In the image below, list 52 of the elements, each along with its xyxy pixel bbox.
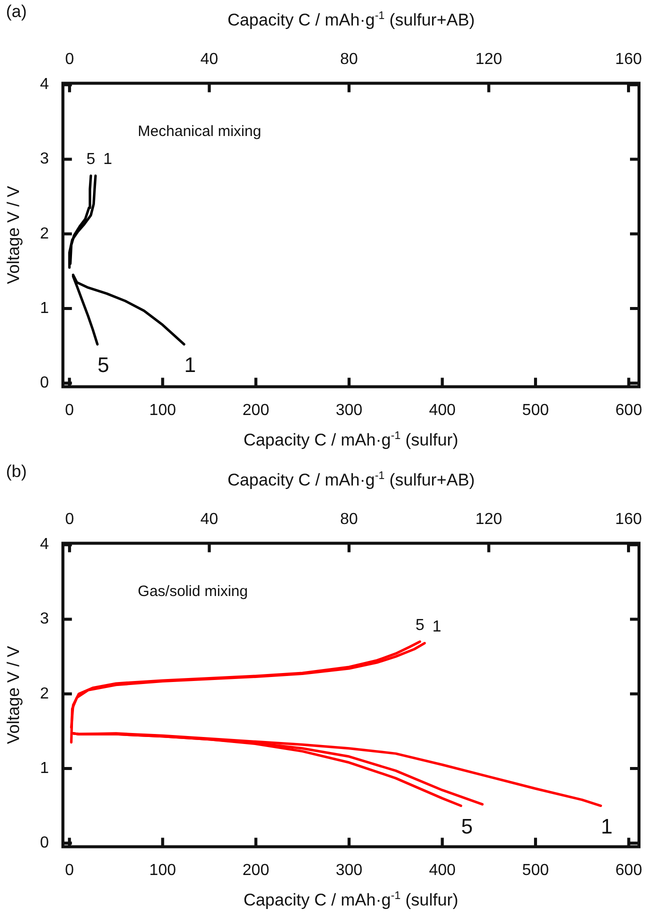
y-tick-label: 0 <box>40 834 49 852</box>
x2-tick-label: 40 <box>200 51 218 68</box>
y-tick-label: 4 <box>40 536 49 554</box>
x-tick-label: 0 <box>64 402 74 419</box>
x-tick-label: 600 <box>615 402 642 419</box>
annotation: Mechanical mixing <box>138 122 262 140</box>
x-tick-label: 500 <box>522 402 549 419</box>
x2-tick-label: 80 <box>340 511 358 528</box>
x-tick-label: 400 <box>428 862 456 879</box>
x-tick-label: 200 <box>242 402 270 419</box>
series-label: 5 <box>98 354 110 378</box>
series-label: 5 <box>461 816 473 839</box>
chart-title: (b) <box>6 462 27 482</box>
chart-title: (a) <box>6 2 27 22</box>
annotation: Gas/solid mixing <box>138 582 248 600</box>
series-label: 1 <box>184 354 196 378</box>
x2-tick-label: 40 <box>200 511 218 528</box>
y-tick-label: 0 <box>40 374 49 392</box>
x2-tick-label: 0 <box>65 51 74 68</box>
y-tick-label: 2 <box>40 225 49 242</box>
series-label: 1 <box>432 618 442 636</box>
y-tick-label: 4 <box>40 76 49 94</box>
x-tick-label: 300 <box>336 402 363 419</box>
y-tick-label: 1 <box>40 760 49 777</box>
y-tick-label: 3 <box>40 610 49 628</box>
x-axis-title: Capacity C / mAh·g$^{-1}$ (sulfur) <box>243 430 458 451</box>
x2-tick-label: 160 <box>615 511 642 528</box>
x2-axis-title: Capacity C / mAh·g$^{-1}$ (sulfur+AB) <box>227 10 475 31</box>
x-tick-label: 0 <box>64 862 74 879</box>
x-tick-label: 300 <box>336 862 363 879</box>
y-tick-label: 1 <box>40 300 49 317</box>
x2-tick-label: 80 <box>340 51 358 68</box>
series-label: 5 <box>415 617 424 634</box>
x-tick-label: 100 <box>149 402 176 419</box>
x-tick-label: 600 <box>615 862 642 879</box>
x2-axis-title: Capacity C / mAh·g$^{-1}$ (sulfur+AB) <box>227 470 475 491</box>
x-axis-title: Capacity C / mAh·g$^{-1}$ (sulfur) <box>243 890 458 911</box>
x2-tick-label: 120 <box>475 511 502 528</box>
y-tick-label: 2 <box>40 685 49 702</box>
series-label: 1 <box>600 816 613 839</box>
y-axis-title: Voltage V / V <box>4 186 24 284</box>
x-tick-label: 200 <box>242 862 270 879</box>
x-tick-label: 100 <box>149 862 176 879</box>
x2-tick-label: 0 <box>65 511 74 528</box>
series-label: 5 <box>86 151 96 168</box>
x2-tick-label: 160 <box>615 51 642 68</box>
series-label: 1 <box>103 151 112 168</box>
x-tick-label: 400 <box>428 402 456 419</box>
y-tick-label: 3 <box>40 150 49 168</box>
x-tick-label: 500 <box>522 862 549 879</box>
y-axis-title: Voltage V / V <box>4 646 24 744</box>
x2-tick-label: 120 <box>475 51 502 68</box>
